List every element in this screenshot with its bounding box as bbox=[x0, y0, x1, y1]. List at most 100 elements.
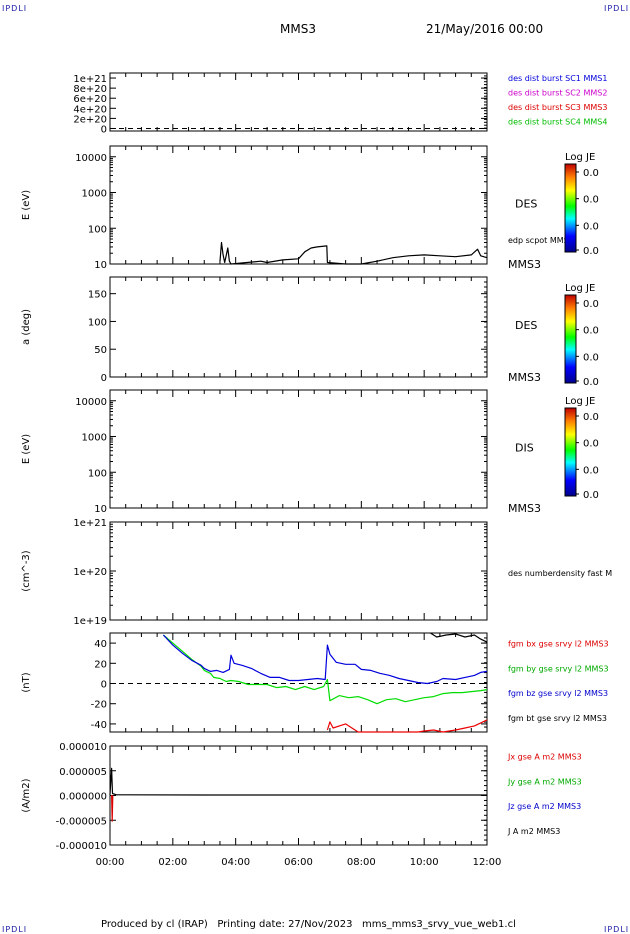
p7-legend-entry: Jx gse A m2 MMS3 bbox=[507, 753, 582, 762]
p3-colorbar-tick-label: 0.0 bbox=[583, 299, 599, 310]
p2-ytick-label: 100 bbox=[88, 224, 107, 235]
p4-colorbar-tick-label: 0.0 bbox=[583, 412, 599, 423]
p6-series-bz bbox=[162, 634, 488, 685]
p3-ylabel: a (deg) bbox=[21, 309, 32, 345]
p2-ylabel: E (eV) bbox=[21, 190, 32, 220]
corner-label-bottom-right: IPDLI bbox=[604, 925, 630, 934]
p7-ytick-label: 0.000010 bbox=[59, 742, 107, 753]
p7-legend-entry: J A m2 MMS3 bbox=[507, 827, 560, 836]
p2-ytick-label: 10000 bbox=[75, 153, 107, 164]
p2-side-label: edp scpot MMS3 bbox=[508, 236, 574, 245]
corner-label-top-left: IPDLI bbox=[2, 4, 28, 13]
p3-colorbar bbox=[564, 294, 577, 384]
p6-legend-entry: fgm by gse srvy l2 MMS3 bbox=[508, 664, 609, 673]
p6-ytick-label: 0 bbox=[101, 680, 107, 691]
p2-colorbar-title: Log JE bbox=[565, 152, 595, 163]
p4-ytick-label: 1000 bbox=[82, 433, 107, 444]
p4-ylabel: E (eV) bbox=[21, 434, 32, 464]
p2-side-label: MMS3 bbox=[508, 258, 541, 271]
p6-ylabel: (nT) bbox=[21, 672, 32, 692]
p3-ytick-label: 150 bbox=[88, 290, 107, 301]
p7-xtick-label: 02:00 bbox=[158, 857, 187, 868]
p1-legend-entry: des dist burst SC2 MMS2 bbox=[508, 88, 607, 97]
p7-legend-entry: Jy gse A m2 MMS3 bbox=[507, 777, 582, 786]
p1-ytick-label: 1e+21 bbox=[73, 74, 107, 85]
p3-ytick-label: 100 bbox=[88, 317, 107, 328]
p3-colorbar-tick-label: 0.0 bbox=[583, 352, 599, 363]
p6-series-by bbox=[163, 634, 488, 705]
date-title: 21/May/2016 00:00 bbox=[426, 22, 544, 36]
p7-xtick-label: 04:00 bbox=[221, 857, 250, 868]
p2-frame bbox=[109, 145, 488, 265]
p1-legend-entry: des dist burst SC4 MMS4 bbox=[508, 117, 607, 126]
p3-colorbar-tick-label: 0.0 bbox=[583, 326, 599, 337]
p5-frame bbox=[109, 521, 488, 621]
p6-legend-entry: fgm bz gse srvy l2 MMS3 bbox=[508, 689, 608, 698]
p6-ytick-label: -20 bbox=[91, 700, 107, 711]
p6-ytick-label: 20 bbox=[94, 659, 107, 670]
p3-side-label: MMS3 bbox=[508, 371, 541, 384]
p6-legend-entry: fgm bx gse srvy l2 MMS3 bbox=[508, 640, 609, 649]
p5-ytick-label: 1e+21 bbox=[73, 518, 107, 529]
p4-ytick-label: 10000 bbox=[75, 397, 107, 408]
p2-ytick-label: 10 bbox=[94, 260, 107, 271]
p2-ytick-label: 1000 bbox=[82, 189, 107, 200]
p6-series-bx bbox=[326, 719, 488, 733]
p1-ytick-label: 8e+20 bbox=[73, 84, 107, 95]
p7-xtick-label: 08:00 bbox=[347, 857, 376, 868]
p7-xtick-label: 06:00 bbox=[284, 857, 313, 868]
p3-colorbar-title: Log JE bbox=[565, 283, 595, 294]
p6-ytick-label: -40 bbox=[91, 720, 107, 731]
p7-xtick-label: 10:00 bbox=[410, 857, 439, 868]
p2-side-label: DES bbox=[515, 197, 537, 210]
p6-legend-entry: fgm bt gse srvy l2 MMS3 bbox=[508, 714, 607, 723]
p4-colorbar-tick-label: 0.0 bbox=[583, 465, 599, 476]
p7-ytick-label: -0.000005 bbox=[56, 816, 107, 827]
p2-colorbar-tick-label: 0.0 bbox=[583, 168, 599, 179]
p1-ytick-label: 2e+20 bbox=[73, 114, 107, 125]
p2-colorbar bbox=[564, 163, 577, 253]
p1-legend-entry: des dist burst SC1 MMS1 bbox=[508, 74, 607, 83]
p1-ytick-label: 6e+20 bbox=[73, 94, 107, 105]
p4-ytick-label: 10 bbox=[94, 504, 107, 515]
p7-xtick-label: 00:00 bbox=[96, 857, 125, 868]
p4-side-label: DIS bbox=[515, 441, 534, 454]
p4-frame bbox=[109, 389, 488, 509]
p4-colorbar-title: Log JE bbox=[565, 396, 595, 407]
p5-legend-entry: des numberdensity fast M bbox=[508, 569, 612, 578]
p4-colorbar-tick-label: 0.0 bbox=[583, 439, 599, 450]
p5-ytick-label: 1e+20 bbox=[73, 567, 107, 578]
p7-ylabel: (A/m2) bbox=[21, 778, 32, 812]
corner-label-bottom-left: IPDLI bbox=[2, 925, 28, 934]
p1-frame bbox=[109, 72, 488, 132]
p4-colorbar-tick-label: 0.0 bbox=[583, 490, 599, 501]
p7-ytick-label: 0.000005 bbox=[59, 767, 107, 778]
p7-series-Jx bbox=[111, 794, 114, 822]
p3-side-label: DES bbox=[515, 319, 537, 332]
p7-series-J bbox=[109, 767, 487, 796]
p3-frame bbox=[109, 276, 488, 378]
footer-credit: Produced by cl (IRAP) Printing date: 27/… bbox=[101, 919, 516, 930]
p5-ylabel: (cm^-3) bbox=[21, 550, 32, 591]
p1-legend-entry: des dist burst SC3 MMS3 bbox=[508, 103, 607, 112]
p5-ytick-label: 1e+19 bbox=[73, 616, 107, 627]
p2-colorbar-tick-label: 0.0 bbox=[583, 195, 599, 206]
p4-ytick-label: 100 bbox=[88, 468, 107, 479]
p7-xtick-label: 12:00 bbox=[473, 857, 502, 868]
p3-ytick-label: 50 bbox=[94, 345, 107, 356]
p2-colorbar-tick-label: 0.0 bbox=[583, 221, 599, 232]
p7-ytick-label: 0.000000 bbox=[59, 792, 107, 803]
spacecraft-title: MMS3 bbox=[280, 22, 316, 36]
corner-label-top-right: IPDLI bbox=[604, 4, 630, 13]
p3-ytick-label: 0 bbox=[101, 373, 107, 384]
p2-colorbar-tick-label: 0.0 bbox=[583, 246, 599, 257]
p4-colorbar bbox=[564, 407, 577, 497]
p6-series-bt bbox=[430, 632, 488, 643]
p3-colorbar-tick-label: 0.0 bbox=[583, 377, 599, 388]
p1-ytick-label: 4e+20 bbox=[73, 104, 107, 115]
p4-side-label: MMS3 bbox=[508, 502, 541, 515]
p7-ytick-label: -0.000010 bbox=[56, 841, 107, 852]
p2-series-0 bbox=[219, 241, 488, 265]
p1-ytick-label: 0 bbox=[101, 124, 107, 135]
